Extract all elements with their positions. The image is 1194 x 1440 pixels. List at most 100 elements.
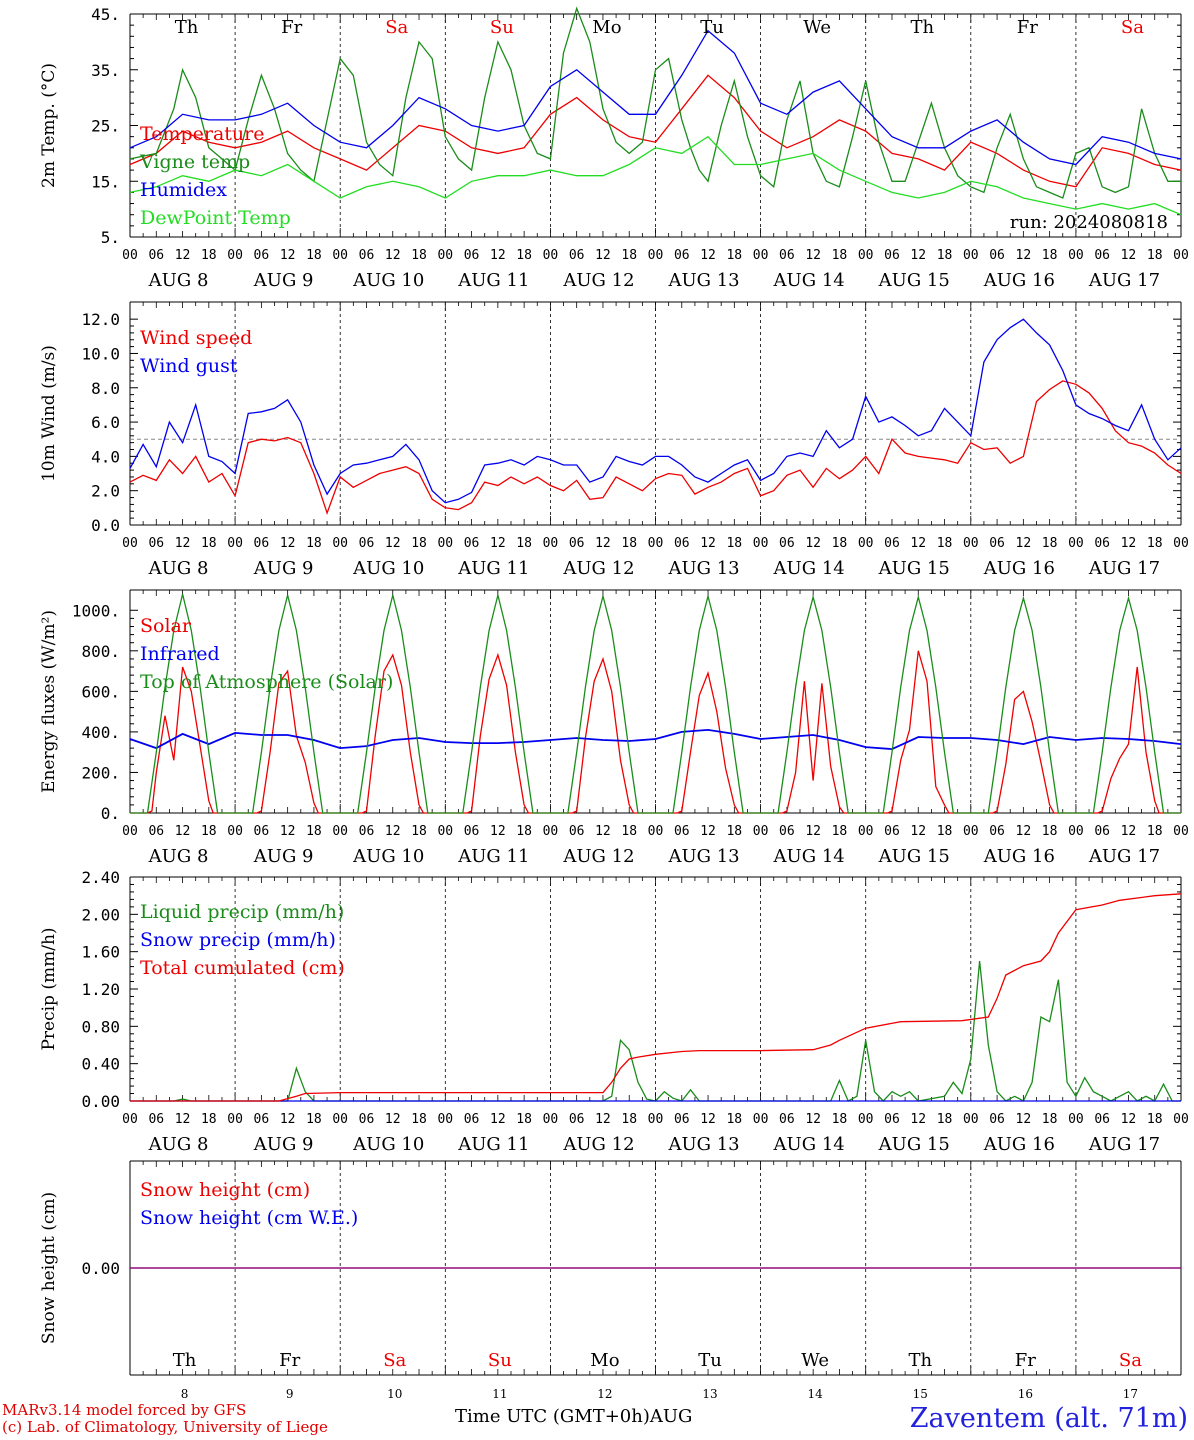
hour-tick-label: 00	[332, 536, 348, 551]
hour-tick-label: 18	[832, 824, 848, 839]
y-tick-label: 5.	[101, 228, 120, 247]
y-tick-label: 4.0	[91, 447, 120, 466]
hour-tick-label: 06	[884, 248, 900, 263]
date-label: AUG 8	[148, 1134, 209, 1155]
date-label: AUG 16	[983, 846, 1055, 867]
hour-tick-label: 18	[411, 824, 427, 839]
weekday-label: Su	[488, 1350, 512, 1371]
hour-tick-label: 00	[543, 1112, 559, 1127]
hour-tick-label: 06	[254, 1112, 270, 1127]
hour-tick-label: 12	[385, 824, 401, 839]
date-label: AUG 16	[983, 270, 1055, 291]
hour-tick-label: 00	[963, 536, 979, 551]
y-tick-label: 0.00	[81, 1092, 120, 1111]
hour-tick-label: 12	[175, 536, 191, 551]
panel-2: 12.0 10.0 8.0 6.0 4.0 2.0 0.0 10m Wind (m/s) Win…	[39, 301, 1189, 579]
hour-tick-label: 06	[359, 248, 375, 263]
day-number-label: 11	[492, 1387, 507, 1401]
series-dewpoint-temp	[129, 135, 1182, 216]
panel-1: 45. 35. 25. 15. 5. 2m Temp. (°C) Temperature Vi…	[39, 5, 1189, 291]
hour-tick-label: 00	[648, 1112, 664, 1127]
hour-tick-label: 12	[700, 248, 716, 263]
date-label: AUG 8	[148, 846, 209, 867]
hour-tick-label: 00	[437, 536, 453, 551]
hour-tick-label: 18	[411, 248, 427, 263]
hour-tick-label: 18	[201, 1112, 217, 1127]
y-tick-label: 400.	[81, 723, 120, 742]
hour-tick-label: 12	[1121, 536, 1137, 551]
date-label: AUG 14	[773, 270, 845, 291]
hour-tick-label: 12	[910, 536, 926, 551]
hour-tick-label: 06	[674, 1112, 690, 1127]
legend-entry: Temperature	[140, 123, 264, 145]
hour-tick-label: 06	[254, 536, 270, 551]
date-label: AUG 10	[352, 270, 424, 291]
hour-tick-label: 12	[595, 536, 611, 551]
hour-tick-label: 18	[201, 248, 217, 263]
hour-tick-label: 06	[884, 536, 900, 551]
y-axis-label: Snow height (cm)	[39, 1192, 59, 1344]
hour-tick-label: 06	[989, 536, 1005, 551]
date-label: AUG 15	[878, 270, 950, 291]
hour-tick-label: 06	[674, 536, 690, 551]
panel-4: 2.40 2.00 1.60 1.20 0.80 0.40 0.00 Precip (mm/h…	[39, 868, 1189, 1155]
hour-tick-label: 00	[332, 1112, 348, 1127]
y-tick-label: 0.80	[81, 1017, 120, 1036]
date-label: AUG 17	[1088, 270, 1160, 291]
date-label: AUG 15	[878, 846, 950, 867]
hour-tick-label: 12	[1016, 248, 1032, 263]
y-tick-label: 0.00	[81, 1259, 120, 1278]
weekday-label: We	[801, 1350, 829, 1371]
date-label: AUG 16	[983, 558, 1055, 579]
hour-tick-label: 06	[1094, 248, 1110, 263]
hour-tick-label: 12	[595, 1112, 611, 1127]
hour-tick-label: 18	[937, 1112, 953, 1127]
date-label: AUG 12	[562, 270, 634, 291]
hour-tick-label: 12	[805, 536, 821, 551]
hour-tick-label: 18	[726, 536, 742, 551]
hour-tick-label: 18	[937, 536, 953, 551]
weekday-label: Sa	[1119, 1350, 1142, 1371]
hour-tick-label: 12	[1016, 1112, 1032, 1127]
date-label: AUG 9	[253, 846, 314, 867]
day-number-label: 8	[181, 1387, 189, 1401]
date-label: AUG 13	[667, 1134, 739, 1155]
hour-tick-label: 18	[306, 248, 322, 263]
y-tick-label: 0.40	[81, 1055, 120, 1074]
series-wind-speed	[129, 380, 1182, 515]
hour-tick-label: 12	[175, 1112, 191, 1127]
hour-tick-label: 00	[648, 536, 664, 551]
weekday-label: Tu	[698, 1350, 722, 1371]
weekday-label: Fr	[279, 1350, 300, 1371]
hour-tick-label: 12	[490, 248, 506, 263]
weekday-label: Sa	[1121, 17, 1144, 38]
date-label: AUG 8	[148, 558, 209, 579]
hour-tick-label: 18	[516, 1112, 532, 1127]
date-label: AUG 10	[352, 558, 424, 579]
date-label: AUG 11	[457, 270, 529, 291]
legend-entry: Humidex	[140, 179, 227, 201]
legend-entry: Infrared	[140, 643, 220, 665]
hour-tick-label: 00	[122, 824, 138, 839]
series-top-of-atmosphere-solar	[130, 593, 1181, 814]
weekday-label: Tu	[700, 17, 724, 38]
hour-tick-label: 12	[280, 824, 296, 839]
hour-tick-label: 18	[937, 248, 953, 263]
hour-tick-label: 00	[1068, 248, 1084, 263]
hour-tick-label: 18	[201, 824, 217, 839]
series-temperature	[129, 74, 1182, 188]
hour-tick-label: 00	[1173, 248, 1189, 263]
hour-tick-label: 00	[437, 248, 453, 263]
date-label: AUG 14	[773, 558, 845, 579]
hour-tick-label: 06	[148, 824, 164, 839]
hour-tick-label: 00	[227, 824, 243, 839]
y-axis-label: Energy fluxes (W/m²)	[39, 610, 59, 793]
hour-tick-label: 12	[595, 824, 611, 839]
hour-tick-label: 12	[595, 248, 611, 263]
hour-tick-label: 06	[779, 536, 795, 551]
date-label: AUG 16	[983, 1134, 1055, 1155]
legend-entry: Wind gust	[140, 355, 238, 377]
hour-tick-label: 18	[726, 824, 742, 839]
hour-tick-label: 00	[858, 248, 874, 263]
hour-tick-label: 18	[1147, 248, 1163, 263]
